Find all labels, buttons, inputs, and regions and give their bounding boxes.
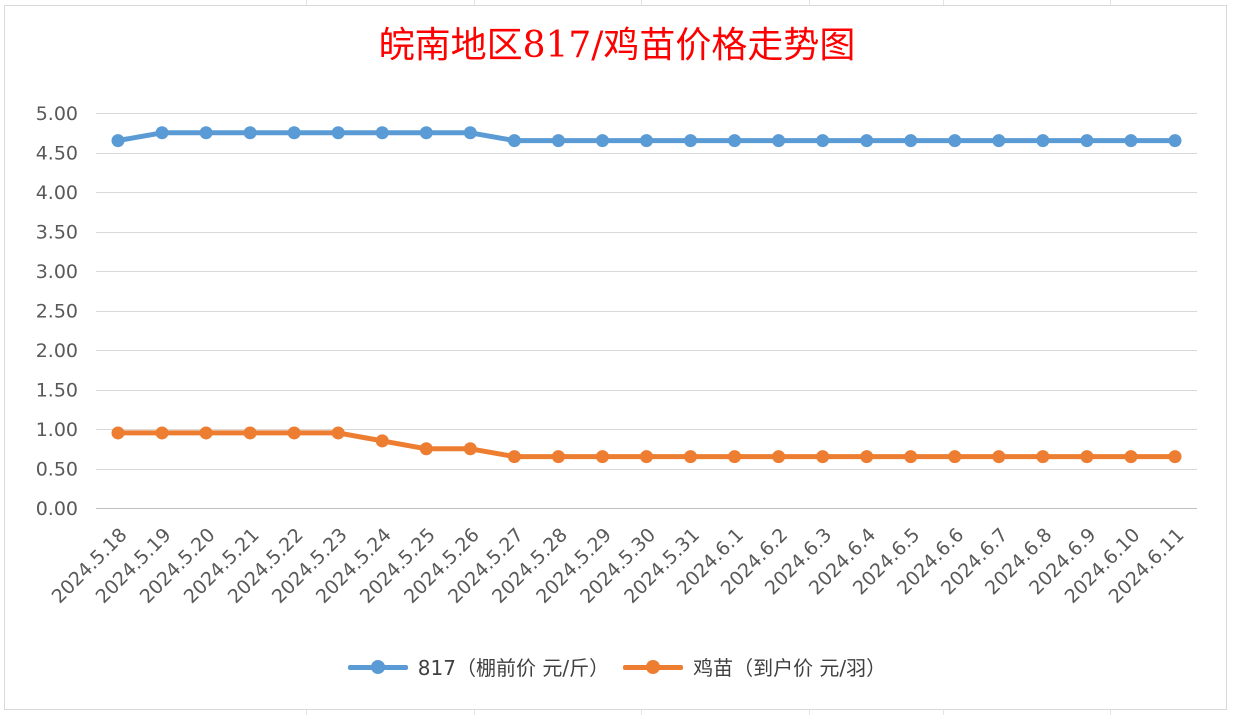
data-point[interactable] [243,426,257,440]
data-point[interactable] [1036,134,1050,148]
data-point[interactable] [860,450,874,464]
data-point[interactable] [772,450,786,464]
data-point[interactable] [155,126,169,140]
y-tick-label: 2.00 [36,340,78,362]
data-point[interactable] [507,134,521,148]
data-point[interactable] [1168,450,1182,464]
data-point[interactable] [816,450,830,464]
data-point[interactable] [772,134,786,148]
y-tick-label: 5.00 [36,103,78,125]
data-point[interactable] [287,126,301,140]
y-tick-label: 0.00 [36,498,78,520]
data-point[interactable] [551,134,565,148]
data-point[interactable] [728,134,742,148]
y-tick-label: 2.50 [36,301,78,323]
data-point[interactable] [507,450,521,464]
y-tick-label: 1.00 [36,419,78,441]
legend-label-chick: 鸡苗（到户价 元/羽） [693,656,887,680]
data-point[interactable] [1168,134,1182,148]
gridlines [96,113,1197,509]
data-point[interactable] [155,426,169,440]
data-point[interactable] [1036,450,1050,464]
y-tick-label: 0.50 [36,459,78,481]
data-point[interactable] [463,126,477,140]
series-chick [111,426,1182,464]
data-point[interactable] [1080,134,1094,148]
data-point[interactable] [595,450,609,464]
data-point[interactable] [111,134,125,148]
data-point[interactable] [199,426,213,440]
y-tick-label: 4.00 [36,182,78,204]
data-point[interactable] [1124,134,1138,148]
x-axis-tick-labels: 2024.5.182024.5.192024.5.202024.5.212024… [48,524,1189,608]
data-point[interactable] [684,450,698,464]
data-point[interactable] [640,134,653,148]
legend-item-chick[interactable]: 鸡苗（到户价 元/羽） [623,652,886,681]
y-tick-label: 3.50 [36,222,78,244]
data-point[interactable] [287,426,301,440]
data-point[interactable] [419,126,433,140]
y-tick-label: 1.50 [36,380,78,402]
data-point[interactable] [243,126,257,140]
data-point[interactable] [419,442,433,456]
data-point[interactable] [948,134,962,148]
y-tick-label: 4.50 [36,143,78,165]
chart-title: 皖南地区817/鸡苗价格走势图 [378,25,856,66]
data-point[interactable] [331,426,345,440]
data-point[interactable] [904,134,918,148]
y-axis-tick-labels: 0.00 0.50 1.00 1.50 2.00 2.50 3.00 3.50 4.00 4.50… [36,103,78,520]
data-point[interactable] [684,134,698,148]
series-lines [111,126,1182,464]
data-point[interactable] [948,450,962,464]
y-tick-label: 3.00 [36,261,78,283]
data-point[interactable] [463,442,477,456]
legend: 817（棚前价 元/斤） 鸡苗（到户价 元/羽） [0,652,1234,681]
data-point[interactable] [992,134,1006,148]
data-point[interactable] [728,450,742,464]
data-point[interactable] [1124,450,1138,464]
legend-item-817[interactable]: 817（棚前价 元/斤） [347,652,610,681]
legend-marker-chick [623,657,684,677]
data-point[interactable] [375,126,389,140]
data-point[interactable] [111,426,125,440]
data-point[interactable] [595,134,609,148]
legend-marker-817 [347,657,408,677]
data-point[interactable] [331,126,345,140]
series-817 [111,126,1182,148]
data-point[interactable] [551,450,565,464]
data-point[interactable] [860,134,874,148]
data-point[interactable] [640,450,653,464]
data-point[interactable] [904,450,918,464]
data-point[interactable] [992,450,1006,464]
data-point[interactable] [199,126,213,140]
data-point[interactable] [816,134,830,148]
chart-area[interactable] [4,5,1227,710]
data-point[interactable] [1080,450,1094,464]
legend-label-817: 817（棚前价 元/斤） [417,656,610,680]
data-point[interactable] [375,434,389,448]
